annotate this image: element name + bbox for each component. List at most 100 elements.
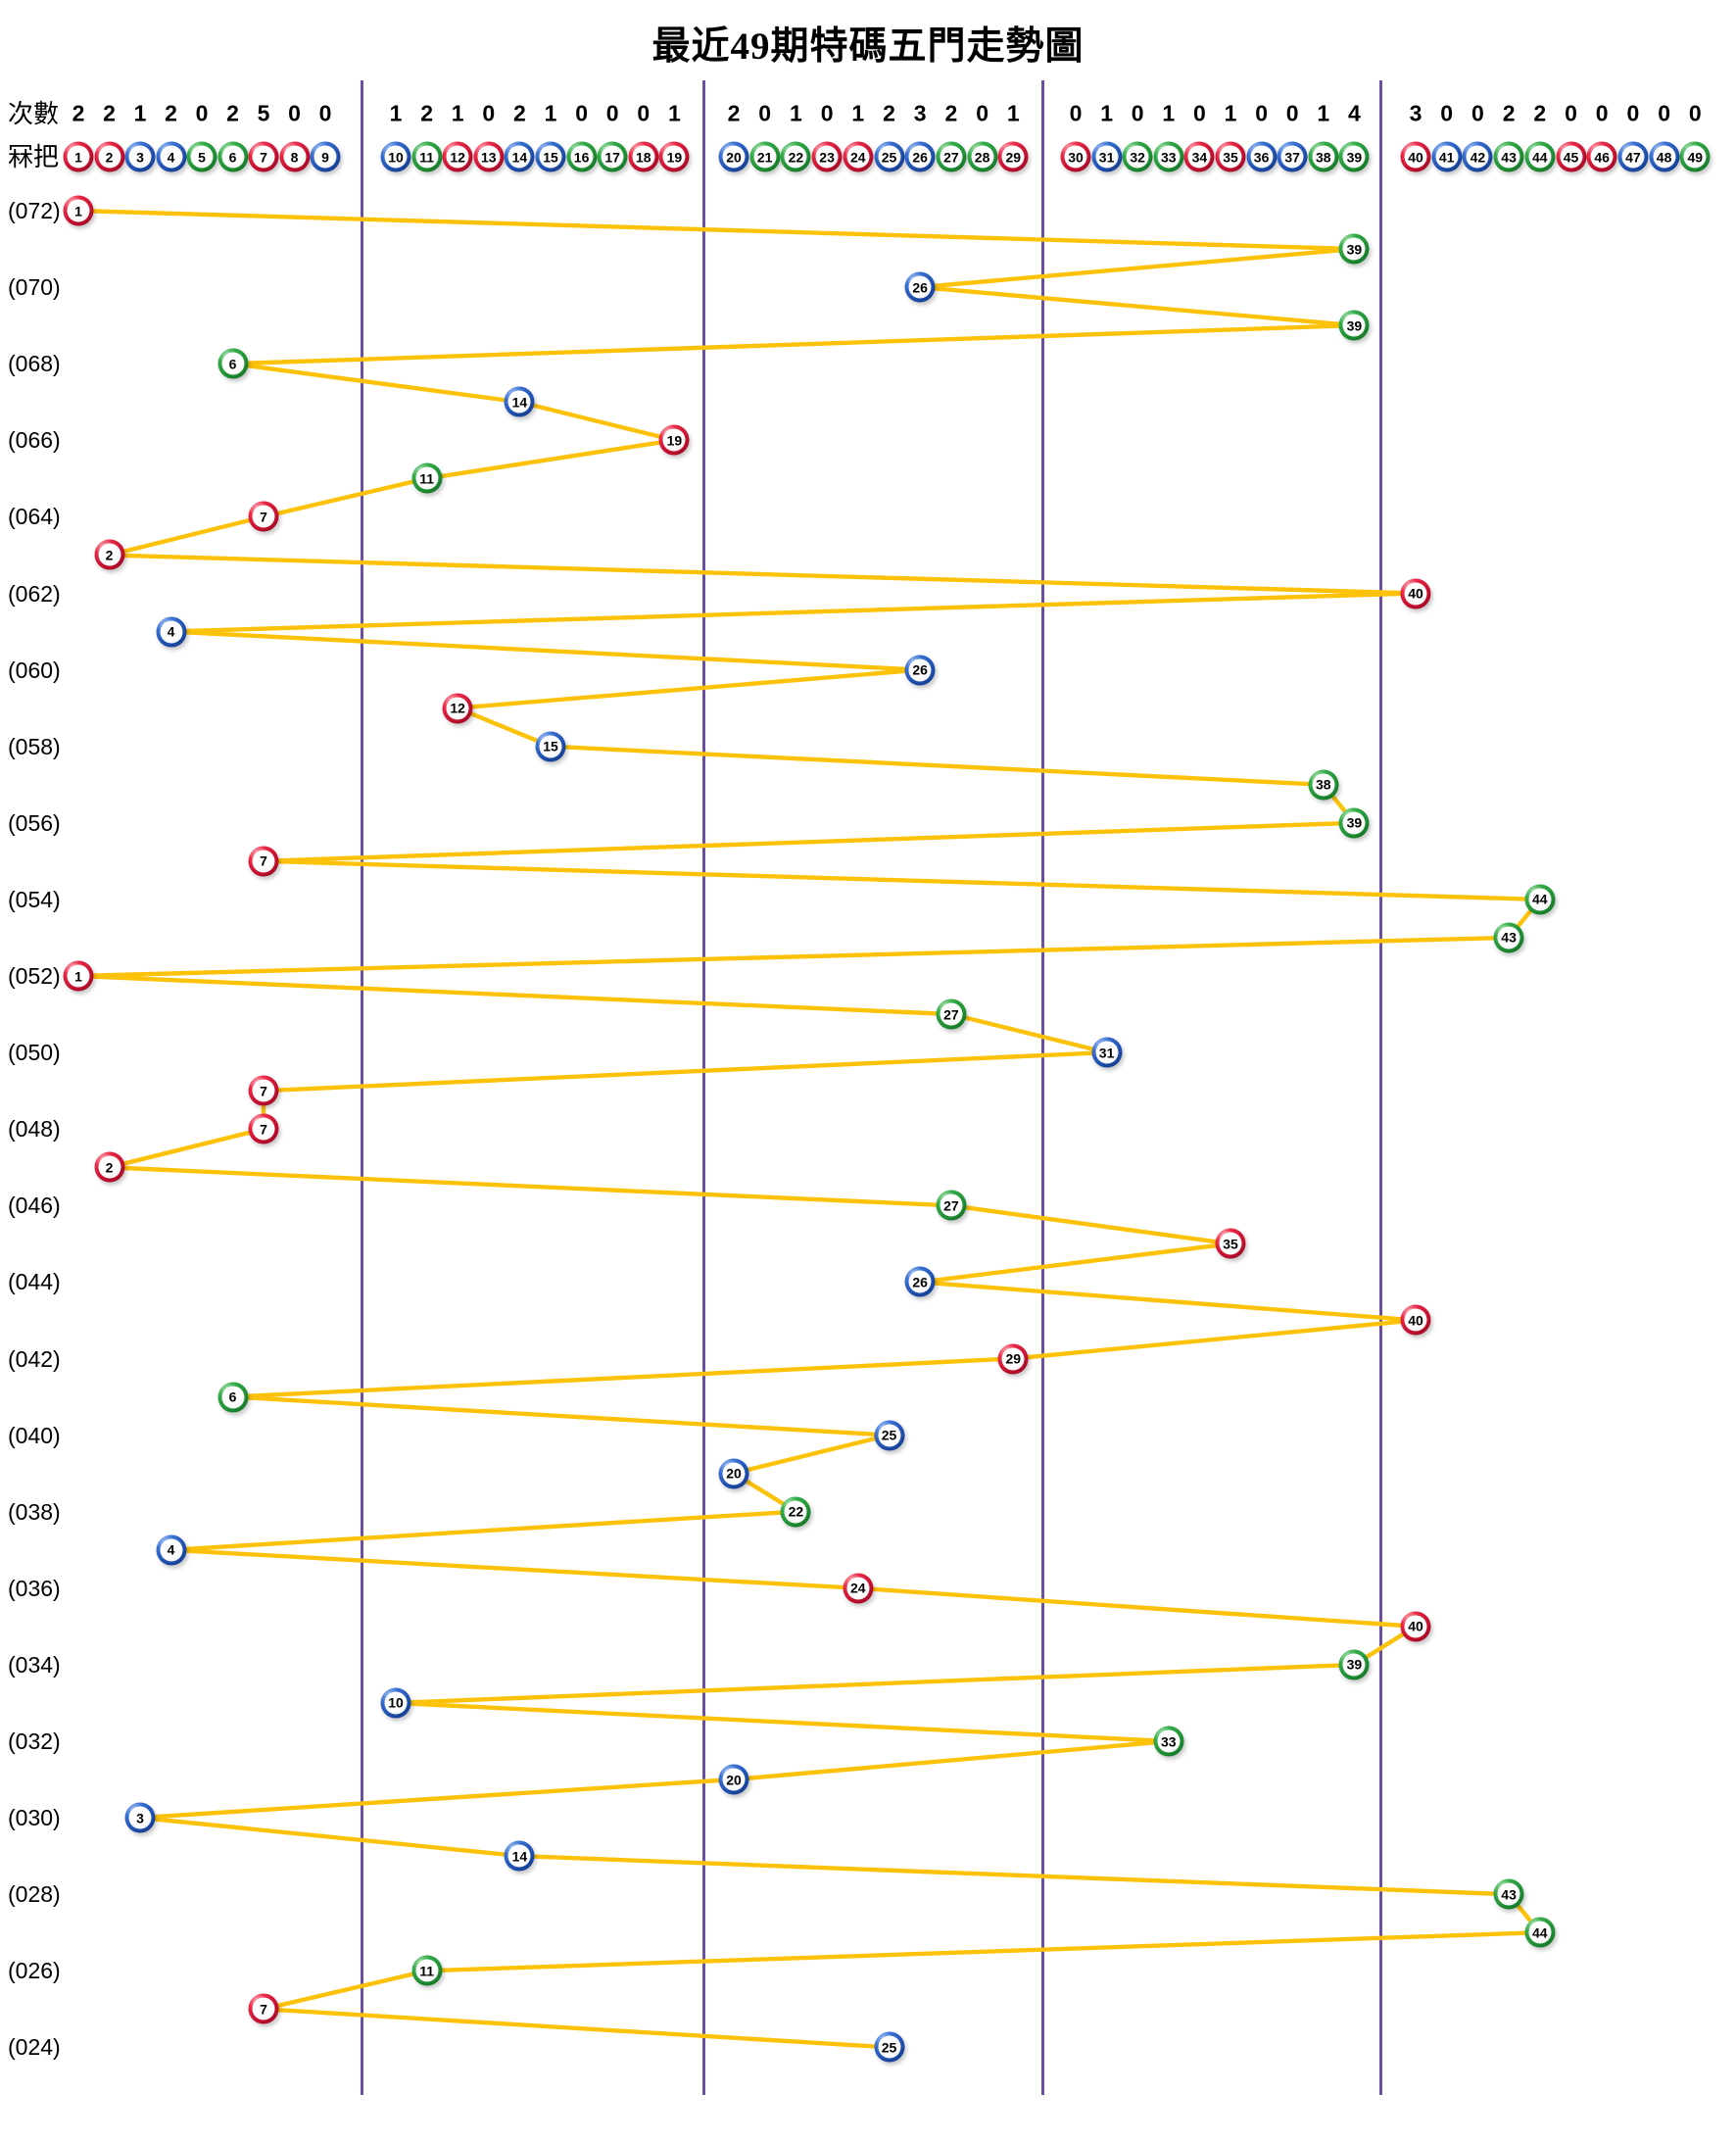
header-ball-17: 17	[597, 141, 628, 172]
header-ball-34: 34	[1183, 141, 1215, 172]
header-ball-9: 9	[310, 141, 341, 172]
count-value: 0	[820, 100, 834, 126]
header-ball-46: 46	[1586, 141, 1617, 172]
chart-ball-054: 44	[1524, 884, 1556, 915]
ball-number: 44	[1532, 149, 1548, 165]
ball-number: 20	[726, 1465, 742, 1482]
ball-number: 39	[1346, 814, 1363, 831]
ball-number: 40	[1408, 1312, 1423, 1329]
chart-ball-055: 7	[248, 846, 279, 877]
ball-number: 10	[388, 149, 404, 165]
ball-number: 40	[1408, 1618, 1423, 1634]
ball-number: 49	[1687, 149, 1704, 165]
ball-number: 19	[666, 432, 683, 449]
ball-number: 15	[543, 149, 558, 165]
period-label-052: (052)	[8, 963, 61, 989]
chart-ball-052: 1	[63, 960, 94, 992]
count-value: 3	[913, 100, 927, 126]
header-ball-45: 45	[1556, 141, 1586, 172]
ball-number: 44	[1532, 891, 1548, 907]
header-ball-3: 3	[124, 141, 156, 172]
chart-ball-046: 27	[936, 1190, 967, 1221]
page-title: 最近49期特碼五門走勢圖	[651, 25, 1085, 68]
count-value: 2	[1502, 100, 1516, 126]
ball-number: 31	[1098, 1045, 1115, 1061]
count-value: 0	[1131, 100, 1144, 126]
count-value: 0	[1255, 100, 1268, 126]
ball-number: 14	[511, 149, 528, 165]
ball-number: 12	[450, 700, 465, 716]
header-ball-5: 5	[186, 141, 217, 172]
ball-number: 26	[912, 279, 928, 296]
header-ball-21: 21	[749, 141, 781, 172]
chart-ball-030: 3	[124, 1802, 156, 1833]
chart-ball-066: 19	[658, 424, 690, 456]
period-label-062: (062)	[8, 580, 61, 607]
header-ball-38: 38	[1308, 141, 1339, 172]
chart-ball-063: 2	[94, 539, 124, 570]
count-value: 2	[103, 100, 116, 126]
numbers-row-label: 冧把	[8, 142, 60, 171]
header-ball-43: 43	[1493, 141, 1524, 172]
chart-ball-059: 12	[442, 693, 473, 724]
header-ball-40: 40	[1400, 141, 1431, 172]
header-ball-4: 4	[156, 141, 186, 172]
count-value: 2	[512, 100, 526, 126]
chart-ball-042: 29	[997, 1343, 1029, 1374]
count-value: 0	[1285, 100, 1299, 126]
ball-number: 29	[1005, 1350, 1022, 1367]
period-label-042: (042)	[8, 1345, 61, 1372]
chart-ball-068: 6	[217, 348, 248, 379]
chart-ball-037: 4	[156, 1534, 186, 1566]
period-label-026: (026)	[8, 1958, 61, 1984]
ball-number: 23	[819, 149, 835, 165]
chart-ball-044: 26	[904, 1266, 936, 1297]
ball-number: 35	[1223, 1236, 1238, 1252]
header-ball-16: 16	[566, 141, 598, 172]
ball-number: 34	[1191, 149, 1208, 165]
ball-number: 43	[1501, 149, 1517, 165]
header-ball-30: 30	[1060, 141, 1091, 172]
count-value: 1	[1100, 100, 1113, 126]
chart-ball-024: 25	[874, 2031, 904, 2063]
chart-ball-050: 31	[1091, 1037, 1123, 1068]
ball-number: 25	[881, 1427, 897, 1443]
ball-number: 20	[726, 149, 742, 165]
chart-ball-034: 39	[1338, 1649, 1370, 1680]
count-value: 0	[195, 100, 209, 126]
ball-number: 38	[1316, 776, 1331, 793]
period-label-046: (046)	[8, 1193, 61, 1219]
ball-number: 17	[604, 149, 620, 165]
count-value: 1	[1317, 100, 1330, 126]
count-value: 1	[1224, 100, 1237, 126]
count-value: 1	[133, 100, 147, 126]
ball-number: 39	[1346, 149, 1363, 165]
chart-ball-036: 24	[843, 1573, 874, 1604]
chart-ball-045: 35	[1215, 1228, 1246, 1259]
ball-number: 27	[943, 1006, 959, 1023]
period-label-054: (054)	[8, 886, 61, 912]
ball-number: 27	[943, 149, 959, 165]
ball-number: 27	[943, 1197, 959, 1214]
group-separator	[1379, 80, 1382, 2095]
ball-number: 1	[74, 203, 82, 219]
chart-ball-025: 7	[248, 1993, 279, 2024]
ball-number: 13	[481, 149, 497, 165]
count-value: 0	[1471, 100, 1484, 126]
chart-ball-049: 7	[248, 1075, 279, 1106]
header-ball-23: 23	[811, 141, 843, 172]
period-label-048: (048)	[8, 1116, 61, 1143]
chart-ball-048: 7	[248, 1113, 279, 1144]
header-ball-11: 11	[411, 141, 443, 172]
header-ball-28: 28	[967, 141, 998, 172]
header-ball-1: 1	[63, 141, 94, 172]
ball-number: 35	[1223, 149, 1238, 165]
count-value: 2	[727, 100, 741, 126]
header-ball-35: 35	[1215, 141, 1246, 172]
header-ball-47: 47	[1617, 141, 1649, 172]
ball-number: 8	[290, 149, 299, 165]
chart-ball-026: 11	[411, 1955, 443, 1986]
count-value: 3	[1409, 100, 1423, 126]
ball-number: 6	[228, 356, 237, 372]
ball-number: 26	[912, 149, 928, 165]
